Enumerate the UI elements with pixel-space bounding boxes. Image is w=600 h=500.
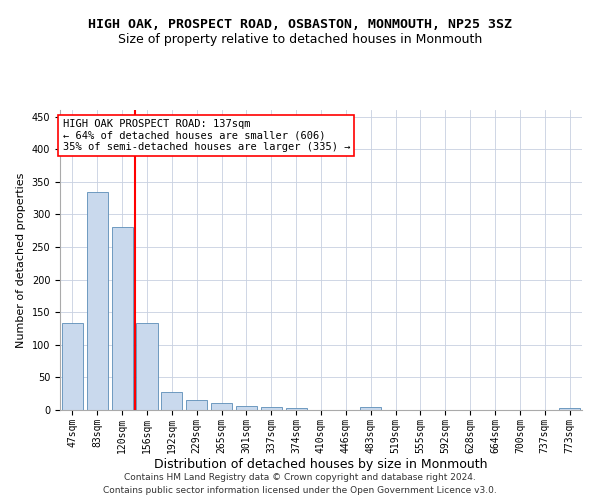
Text: HIGH OAK PROSPECT ROAD: 137sqm
← 64% of detached houses are smaller (606)
35% of: HIGH OAK PROSPECT ROAD: 137sqm ← 64% of … — [62, 119, 350, 152]
Bar — [112, 226, 133, 410]
Y-axis label: Number of detached properties: Number of detached properties — [16, 172, 26, 348]
Text: Size of property relative to detached houses in Monmouth: Size of property relative to detached ho… — [118, 32, 482, 46]
Text: Contains HM Land Registry data © Crown copyright and database right 2024.: Contains HM Land Registry data © Crown c… — [124, 474, 476, 482]
X-axis label: Distribution of detached houses by size in Monmouth: Distribution of detached houses by size … — [154, 458, 488, 471]
Text: HIGH OAK, PROSPECT ROAD, OSBASTON, MONMOUTH, NP25 3SZ: HIGH OAK, PROSPECT ROAD, OSBASTON, MONMO… — [88, 18, 512, 30]
Bar — [161, 392, 182, 410]
Text: Contains public sector information licensed under the Open Government Licence v3: Contains public sector information licen… — [103, 486, 497, 495]
Bar — [360, 408, 381, 410]
Bar — [87, 192, 108, 410]
Bar — [236, 406, 257, 410]
Bar — [211, 404, 232, 410]
Bar — [62, 322, 83, 410]
Bar — [261, 406, 282, 410]
Bar — [286, 408, 307, 410]
Bar — [559, 408, 580, 410]
Bar — [186, 400, 207, 410]
Bar — [136, 324, 158, 410]
